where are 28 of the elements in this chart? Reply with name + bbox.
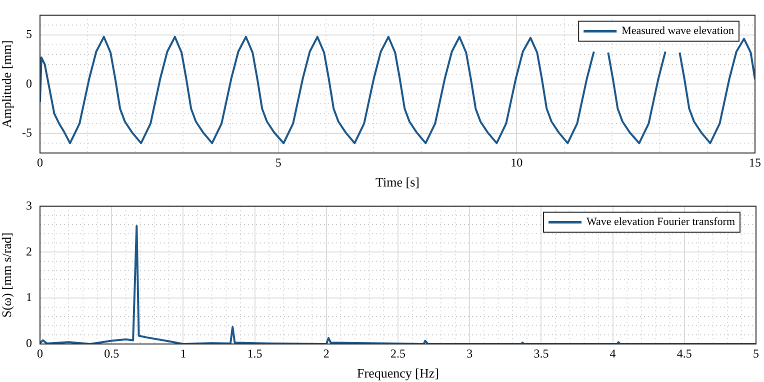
y-tick-label: 3 <box>26 198 32 212</box>
x-tick-label: 1 <box>180 346 186 360</box>
y-tick-label: 0 <box>26 76 32 90</box>
x-tick-label: 10 <box>510 155 523 170</box>
y-tick-label: 0 <box>26 336 32 350</box>
x-tick-label: 3 <box>466 346 473 360</box>
x-tick-label: 1.5 <box>247 346 262 360</box>
x-axis-title: Frequency [Hz] <box>357 366 439 381</box>
x-tick-label: 2 <box>323 346 330 360</box>
y-tick-label: -5 <box>22 125 32 140</box>
x-tick-label: 4 <box>610 346 616 360</box>
y-axis-title: Amplitude [mm] <box>0 40 14 128</box>
x-tick-label: 4.5 <box>676 346 692 360</box>
x-tick-label: 3.5 <box>534 346 549 360</box>
x-tick-label: 5 <box>275 155 282 170</box>
legend-label: Wave elevation Fourier transform <box>586 216 736 228</box>
y-tick-label: 5 <box>26 27 32 42</box>
x-tick-label: 5 <box>753 346 759 360</box>
x-axis-title: Time [s] <box>376 174 420 190</box>
x-tick-label: 2.5 <box>390 346 406 360</box>
x-tick-label: 0 <box>37 346 43 360</box>
y-tick-label: 1 <box>26 290 32 304</box>
legend-label: Measured wave elevation <box>622 25 734 38</box>
x-tick-label: 15 <box>749 155 761 170</box>
x-tick-label: 0 <box>37 155 43 170</box>
y-tick-label: 2 <box>26 244 32 258</box>
y-axis-title: S(ω) [mm s/rad] <box>0 232 14 318</box>
x-tick-label: 0.5 <box>104 346 120 360</box>
